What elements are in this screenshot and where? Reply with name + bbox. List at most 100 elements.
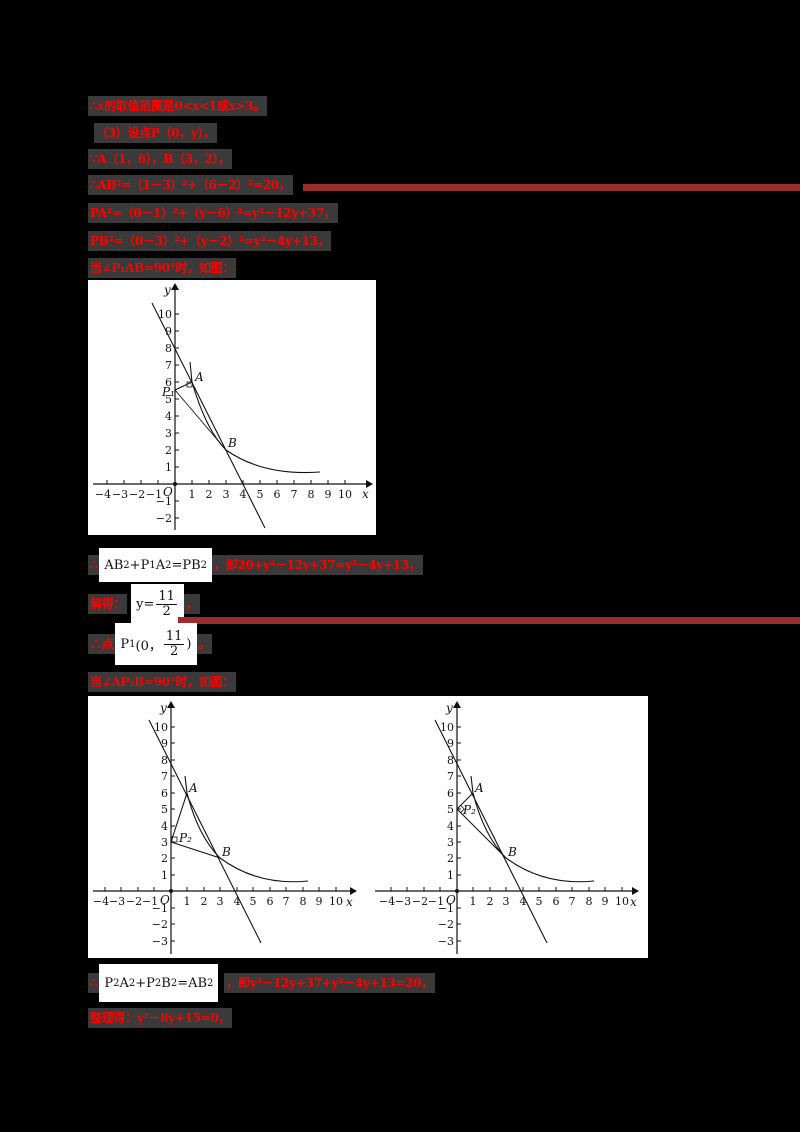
svg-text:−1: −1 [438,902,454,915]
svg-text:9: 9 [602,895,609,908]
svg-text:10: 10 [329,895,343,908]
svg-text:1: 1 [161,869,168,882]
svg-text:9: 9 [161,737,168,750]
svg-text:−2: −2 [129,488,145,501]
text: 整理得：y²－8y+15=0， [88,1008,233,1028]
solution-line-2: （3）设点P（0，y）， [94,122,218,144]
svg-text:4: 4 [161,820,168,833]
svg-text:7: 7 [161,770,168,783]
svg-text:−1: −1 [146,488,162,501]
svg-text:1: 1 [165,461,172,474]
svg-text:2: 2 [487,895,494,908]
solution-line-4: ∴AB²=（1－3）²+（6－2）²=20， [88,174,293,196]
svg-text:7: 7 [283,895,290,908]
svg-text:2: 2 [161,852,168,865]
text: 解得： [88,594,128,614]
horizontal-rule [303,184,800,191]
svg-text:10: 10 [615,895,629,908]
text: 当∠AP₂B=90°时，如图： [88,672,237,692]
svg-text:1: 1 [470,895,477,908]
svg-text:8: 8 [447,754,454,767]
svg-text:6: 6 [553,895,560,908]
svg-text:6: 6 [267,895,274,908]
solution-line-11: 当∠AP₂B=90°时，如图： [88,671,237,693]
svg-text:−1: −1 [156,495,172,508]
svg-text:4: 4 [240,488,247,501]
svg-text:P₂: P₂ [178,831,192,845]
svg-text:2: 2 [206,488,213,501]
text: PB²=（0－3）²+（y－2）²=y²－4y+13， [88,231,332,251]
solution-line-13: 整理得：y²－8y+15=0， [88,1007,233,1029]
svg-text:10: 10 [440,721,454,734]
svg-text:B: B [507,845,517,859]
svg-text:5: 5 [250,895,257,908]
formula-ab2-plus-p1a2: AB 2 +P 1 A 2 =PB 2 [99,548,213,582]
svg-text:−4: −4 [95,488,111,501]
text: ∴x的取值范围是0<x<1或x>3。 [88,96,267,116]
svg-text:6: 6 [274,488,281,501]
formula-y-eq: y= 11 2 [131,584,184,624]
text: ，即y²－12y+37+y²－4y+13=20， [224,973,435,993]
svg-text:−1: −1 [142,895,158,908]
svg-text:−2: −2 [412,895,428,908]
svg-text:4: 4 [165,410,172,423]
svg-text:6: 6 [161,787,168,800]
svg-text:3: 3 [503,895,510,908]
solution-line-1: ∴x的取值范围是0<x<1或x>3。 [88,95,267,117]
solution-line-8: ∴ AB 2 +P 1 A 2 =PB 2 ，即20+y²－12y+37=y²－4y+13， [88,548,423,582]
svg-text:O: O [160,893,170,907]
solution-line-10: ∴点 P 1 (0， 11 2 ) 。 [88,623,213,665]
svg-text:A: A [474,781,484,795]
svg-text:10: 10 [154,721,168,734]
solution-line-9: 解得： y= 11 2 ， [88,584,200,624]
svg-text:O: O [163,485,173,499]
svg-text:9: 9 [325,488,332,501]
svg-text:5: 5 [165,393,172,406]
svg-text:8: 8 [308,488,315,501]
text: ∴点 [88,634,116,654]
svg-text:10: 10 [338,488,352,501]
svg-text:3: 3 [161,836,168,849]
graph-figure-1: −4 −3 −2 −1 1 2 3 4 5 6 7 8 9 10 10 9 8 7 6 5 4 3 2 1 −1 −2 x y… [88,280,376,535]
svg-text:4: 4 [447,820,454,833]
svg-text:−4: −4 [93,895,109,908]
graph-figures-row: −4 −3 −2 −1 1 2 3 4 5 6 7 8 9 10 10 9 8 7 6 5 4 3 2 1 −1 −2 −3 x… [88,696,648,958]
text: PA²=（0－1）²+（y－6）²=y²－12y+37， [88,203,338,223]
svg-text:3: 3 [223,488,230,501]
svg-text:−1: −1 [152,902,168,915]
svg-text:−2: −2 [438,918,454,931]
svg-text:−4: −4 [379,895,395,908]
solution-line-7: 当∠P₁AB=90°时，如图： [88,257,237,279]
svg-text:y: y [159,701,167,715]
horizontal-rule [178,617,800,624]
svg-text:4: 4 [520,895,527,908]
svg-text:5: 5 [161,803,168,816]
svg-text:3: 3 [217,895,224,908]
svg-text:−3: −3 [438,935,454,948]
svg-text:x: x [362,487,369,501]
svg-text:2: 2 [165,444,172,457]
svg-text:O: O [446,893,456,907]
svg-text:7: 7 [447,770,454,783]
text: 。 [196,634,213,654]
svg-text:7: 7 [569,895,576,908]
svg-text:9: 9 [165,325,172,338]
solution-line-12: ∴ P 2 A 2 +P 2 B 2 =AB 2 ，即y²－12y+37+y²－4y+13=20， [88,964,435,1002]
text: ∵A（1，6），B（3，2）， [88,149,232,169]
text: ∴AB²=（1－3）²+（6－2）²=20， [88,175,293,195]
svg-text:−2: −2 [152,918,168,931]
text: ，即20+y²－12y+37=y²－4y+13， [212,555,423,575]
svg-text:8: 8 [165,342,172,355]
svg-text:P₁: P₁ [161,385,175,399]
svg-text:5: 5 [447,803,454,816]
svg-text:10: 10 [158,308,172,321]
svg-text:8: 8 [586,895,593,908]
svg-text:−2: −2 [156,512,172,525]
svg-text:1: 1 [184,895,191,908]
svg-text:4: 4 [234,895,241,908]
svg-text:x: x [630,895,637,909]
svg-text:x: x [346,895,353,909]
